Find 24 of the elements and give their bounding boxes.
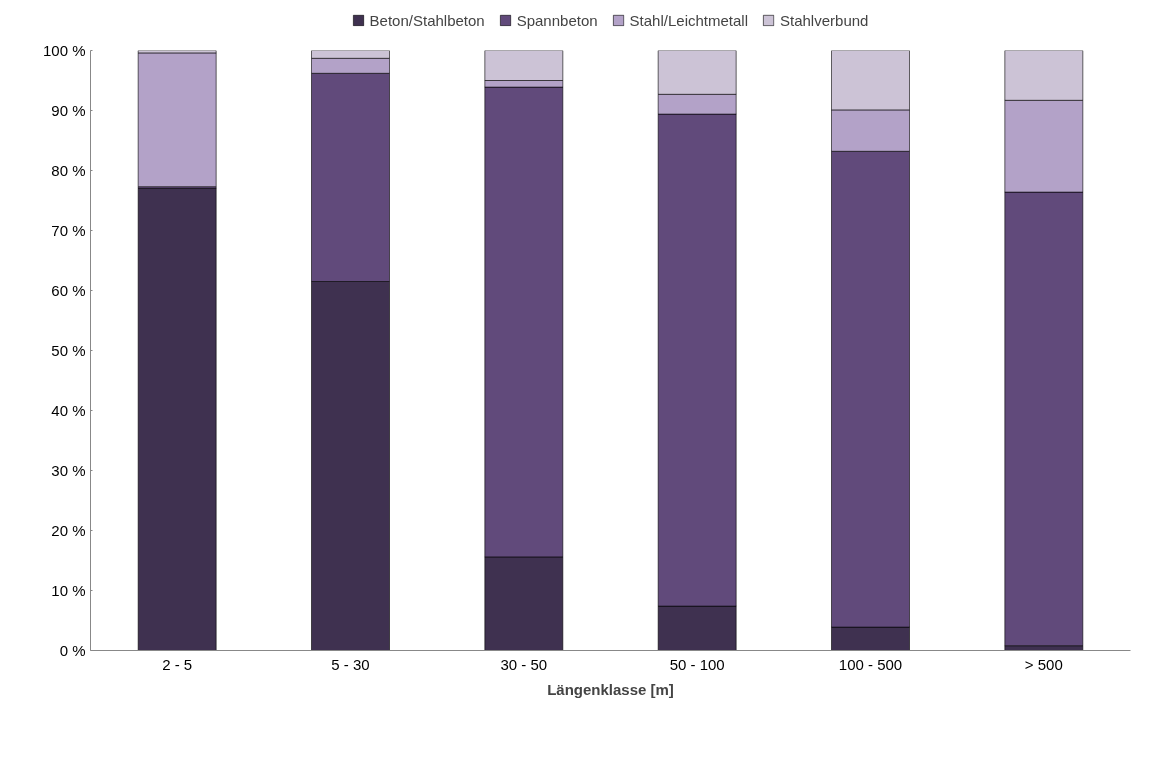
y-tick-label: 80 % xyxy=(51,162,86,179)
x-tick-label: 2 - 5 xyxy=(162,655,193,673)
legend-label: Stahlverbund xyxy=(780,11,869,29)
x-tick-label: 5 - 30 xyxy=(331,655,370,673)
legend-label: Beton/Stahlbeton xyxy=(369,11,485,29)
y-tick-label: 50 % xyxy=(51,342,86,359)
x-axis-title: Längenklasse [m] xyxy=(547,680,674,698)
y-tick-label: 70 % xyxy=(51,222,86,239)
y-tick-label: 0 % xyxy=(59,642,86,659)
y-tick-label: 20 % xyxy=(51,522,86,539)
bar xyxy=(137,52,217,187)
x-tick-label: 50 - 100 xyxy=(669,655,725,673)
legend-label: Stahl/Leichtmetall xyxy=(629,11,749,29)
legend-label: Spannbeton xyxy=(516,11,598,29)
x-tick-label: 100 - 500 xyxy=(838,655,903,673)
y-tick-label: 10 % xyxy=(51,582,86,599)
y-tick-label: 100 % xyxy=(42,42,86,59)
y-tick-label: 90 % xyxy=(51,102,86,119)
y-tick-label: 40 % xyxy=(51,402,86,419)
y-tick-label: 60 % xyxy=(51,282,86,299)
bar xyxy=(137,188,217,651)
y-tick-label: 30 % xyxy=(51,462,86,479)
x-tick-label: > 500 xyxy=(1024,655,1063,673)
x-tick-label: 30 - 50 xyxy=(500,655,548,673)
